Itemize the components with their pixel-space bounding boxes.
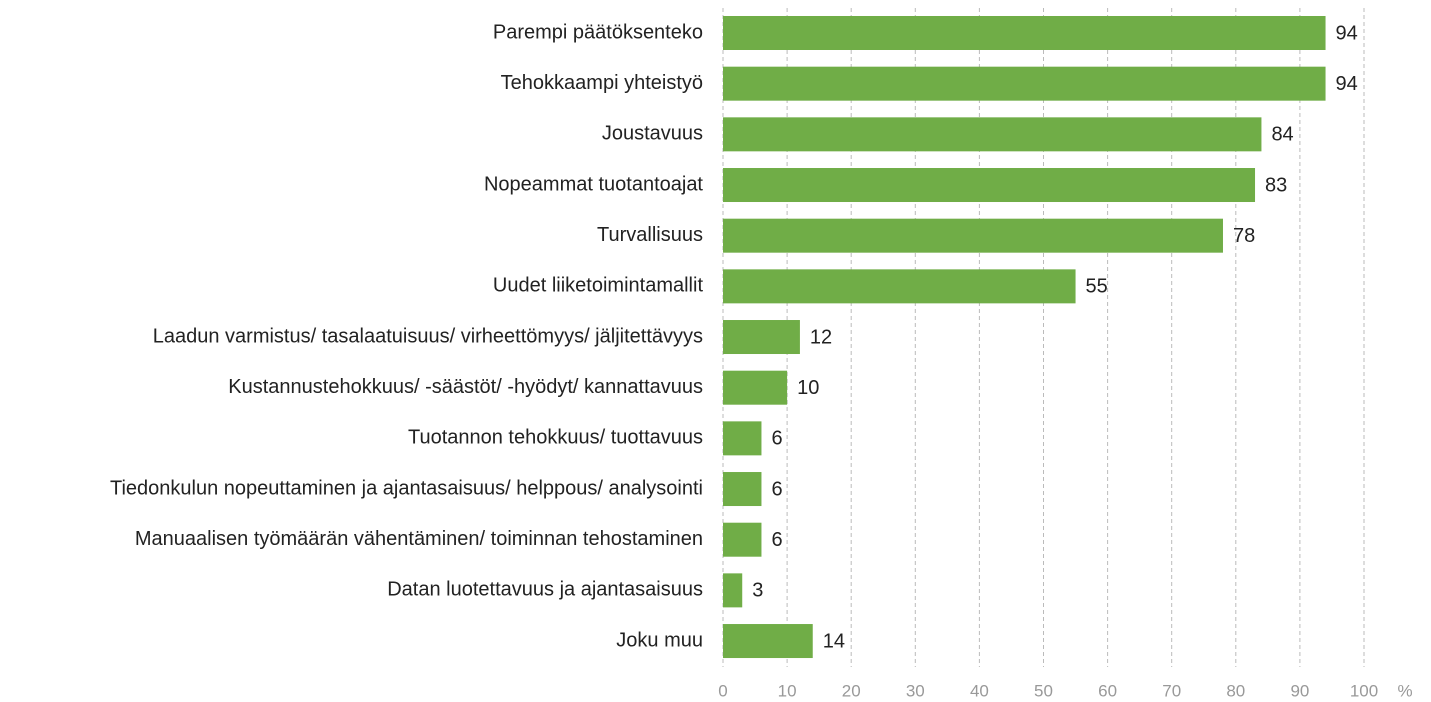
category-label: Tiedonkulun nopeuttaminen ja ajantasaisu…: [110, 477, 703, 499]
x-tick-label: 20: [842, 681, 861, 700]
bar: [723, 168, 1256, 203]
bar: [723, 66, 1326, 101]
bar: [723, 624, 813, 659]
x-axis-label: %: [1397, 681, 1412, 700]
value-label: 6: [771, 529, 782, 551]
category-label: Nopeammat tuotantoajat: [484, 173, 703, 195]
bar: [723, 370, 788, 405]
x-tick-label: 60: [1098, 681, 1117, 700]
value-label: 84: [1271, 124, 1293, 146]
x-tick-label: 40: [970, 681, 989, 700]
category-label: Tuotannon tehokkuus/ tuottavuus: [408, 427, 703, 449]
x-tick-label: 90: [1290, 681, 1309, 700]
value-label: 94: [1336, 22, 1358, 44]
category-label: Kustannustehokkuus/ -säästöt/ -hyödyt/ k…: [228, 376, 703, 398]
bar: [723, 472, 762, 507]
x-tick-label: 30: [906, 681, 925, 700]
category-label: Manuaalisen työmäärän vähentäminen/ toim…: [135, 528, 703, 550]
category-label: Parempi päätöksenteko: [493, 21, 703, 43]
category-label: Uudet liiketoimintamallit: [493, 275, 704, 297]
bar: [723, 320, 800, 355]
x-tick-label: 80: [1226, 681, 1245, 700]
category-label: Turvallisuus: [597, 224, 703, 246]
category-label: Tehokkaampi yhteistyö: [501, 72, 703, 94]
x-tick-label: 100: [1350, 681, 1378, 700]
value-label: 6: [771, 428, 782, 450]
value-label: 10: [797, 377, 819, 399]
value-label: 78: [1233, 225, 1255, 247]
value-label: 94: [1336, 73, 1358, 95]
category-label: Datan luotettavuus ja ajantasaisuus: [387, 579, 703, 601]
bar: [723, 269, 1076, 304]
value-label: 6: [771, 478, 782, 500]
x-tick-label: 70: [1162, 681, 1181, 700]
value-label: 3: [752, 580, 763, 602]
category-label: Joku muu: [616, 629, 703, 651]
bar: [723, 218, 1223, 253]
value-label: 14: [823, 630, 845, 652]
bar: [723, 117, 1262, 152]
bar: [723, 573, 743, 608]
value-label: 55: [1086, 276, 1108, 298]
value-label: 12: [810, 326, 832, 348]
x-tick-label: 50: [1034, 681, 1053, 700]
x-tick-label: 10: [778, 681, 797, 700]
value-label: 83: [1265, 174, 1287, 196]
bar: [723, 522, 762, 557]
bar: [723, 421, 762, 456]
x-tick-label: 0: [718, 681, 727, 700]
bar: [723, 16, 1326, 50]
category-label: Laadun varmistus/ tasalaatuisuus/ virhee…: [153, 325, 703, 347]
category-label: Joustavuus: [602, 123, 703, 145]
